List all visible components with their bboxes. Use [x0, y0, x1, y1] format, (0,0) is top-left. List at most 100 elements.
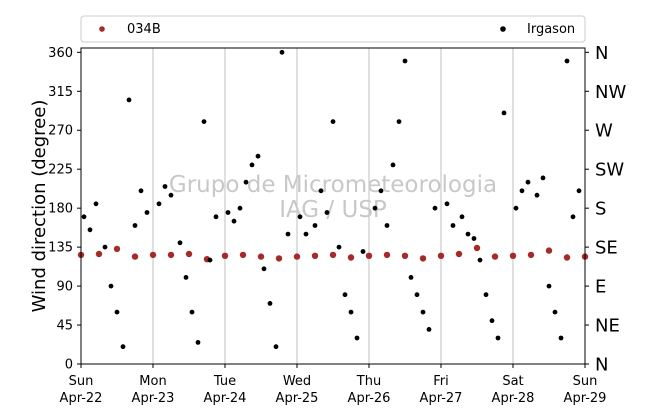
data-point-034b — [257, 253, 265, 260]
data-point-irgason — [450, 223, 456, 228]
x-tick-label-day: Thu — [356, 374, 381, 389]
data-point-irgason — [483, 292, 489, 298]
data-point-irgason — [444, 201, 450, 207]
data-point-irgason — [249, 162, 255, 168]
y-tick-label: 90 — [56, 280, 73, 295]
data-point-034b — [437, 252, 445, 259]
data-point-irgason — [402, 58, 408, 64]
data-point-irgason — [285, 231, 291, 237]
direction-label: SE — [595, 238, 618, 259]
y-tick-label: 360 — [48, 46, 73, 61]
data-point-irgason — [114, 309, 120, 315]
data-point-irgason — [120, 344, 126, 350]
data-point-034b — [95, 250, 103, 258]
data-point-034b — [509, 252, 517, 259]
data-point-irgason — [138, 188, 144, 194]
data-point-034b — [275, 255, 283, 262]
data-point-irgason — [108, 283, 114, 289]
data-point-irgason — [414, 292, 420, 298]
y-axis-label: Wind direction (degree) — [29, 100, 50, 313]
data-point-irgason — [87, 227, 93, 233]
x-tick-label-day: Sun — [69, 374, 94, 389]
watermark-line-2: IAG / USP — [279, 197, 387, 223]
data-point-irgason — [273, 344, 279, 350]
y-tick-label: 180 — [48, 202, 73, 217]
x-tick-label-day: Sun — [573, 374, 598, 389]
direction-label: NW — [595, 82, 626, 103]
legend: 034B Irgason — [80, 15, 586, 43]
data-point-034b — [473, 244, 481, 252]
data-point-irgason — [477, 257, 483, 263]
data-point-034b — [239, 251, 247, 259]
data-point-irgason — [237, 205, 243, 211]
direction-label: E — [595, 277, 606, 298]
data-point-irgason — [372, 205, 378, 211]
data-point-irgason — [354, 335, 360, 341]
data-point-irgason — [243, 179, 249, 185]
data-point-irgason — [564, 58, 570, 64]
data-point-irgason — [189, 309, 195, 315]
data-point-irgason — [426, 327, 432, 332]
data-point-irgason — [303, 231, 309, 237]
legend-label-irgason: Irgason — [527, 22, 575, 37]
x-tick-label-date: Apr-26 — [348, 391, 391, 406]
legend-box — [80, 15, 586, 43]
y-tick-label: 270 — [48, 124, 73, 139]
x-tick-label-date: Apr-28 — [492, 391, 535, 406]
data-point-irgason — [318, 188, 324, 194]
data-point-irgason — [558, 335, 564, 341]
data-point-irgason — [132, 223, 138, 228]
data-point-irgason — [408, 275, 414, 280]
x-tick-label-day: Fri — [433, 374, 449, 389]
direction-label: N — [595, 43, 608, 64]
x-tick-label-date: Apr-27 — [420, 391, 463, 406]
data-point-irgason — [348, 309, 354, 315]
data-point-034b — [167, 251, 175, 259]
data-point-034b — [563, 254, 571, 261]
data-point-irgason — [126, 97, 132, 103]
data-point-irgason — [378, 188, 384, 194]
x-tick-label-date: Apr-25 — [276, 391, 319, 406]
data-point-irgason — [81, 214, 87, 220]
data-point-irgason — [261, 266, 267, 272]
data-point-irgason — [396, 119, 402, 124]
series-layer — [77, 49, 589, 350]
data-point-034b — [455, 250, 463, 258]
data-point-irgason — [495, 335, 501, 341]
direction-label: SW — [595, 160, 624, 181]
data-point-034b — [491, 253, 499, 260]
x-tick-label-day: Sat — [502, 374, 523, 389]
x-tick-label-date: Apr-23 — [132, 391, 175, 406]
data-point-034b — [401, 252, 409, 259]
data-point-034b — [365, 252, 373, 259]
data-point-034b — [383, 251, 391, 259]
data-point-034b — [545, 247, 553, 254]
data-point-034b — [419, 255, 427, 262]
data-point-irgason — [489, 318, 495, 324]
direction-label: S — [595, 199, 606, 220]
y-tick-label: 0 — [65, 358, 73, 373]
data-point-irgason — [471, 236, 477, 241]
data-point-034b — [221, 252, 229, 259]
x-tick-label-date: Apr-22 — [60, 391, 103, 406]
data-point-irgason — [576, 188, 582, 194]
data-point-034b — [329, 251, 337, 259]
data-point-irgason — [102, 244, 108, 250]
data-point-034b — [149, 251, 157, 259]
grid-layer — [152, 48, 514, 364]
x-tick-label-day: Tue — [213, 374, 236, 389]
data-point-034b — [527, 251, 535, 259]
data-point-irgason — [255, 153, 261, 159]
data-point-irgason — [231, 218, 237, 224]
data-point-irgason — [93, 201, 99, 207]
data-point-034b — [347, 254, 355, 261]
watermark: Grupo de Micrometeorologia IAG / USP — [169, 172, 497, 223]
data-point-irgason — [513, 205, 519, 211]
data-point-irgason — [177, 240, 183, 246]
watermark-line-1: Grupo de Micrometeorologia — [169, 172, 497, 198]
x-axis: Sun Apr-22 Mon Apr-23 Tue Apr-24 Wed Apr-25 Thu A… — [60, 364, 606, 406]
direction-axis: N NE E SE S SW W NW N — [585, 43, 626, 376]
data-point-irgason — [501, 110, 507, 116]
legend-marker-irgason — [500, 26, 506, 32]
data-point-034b — [131, 253, 139, 260]
